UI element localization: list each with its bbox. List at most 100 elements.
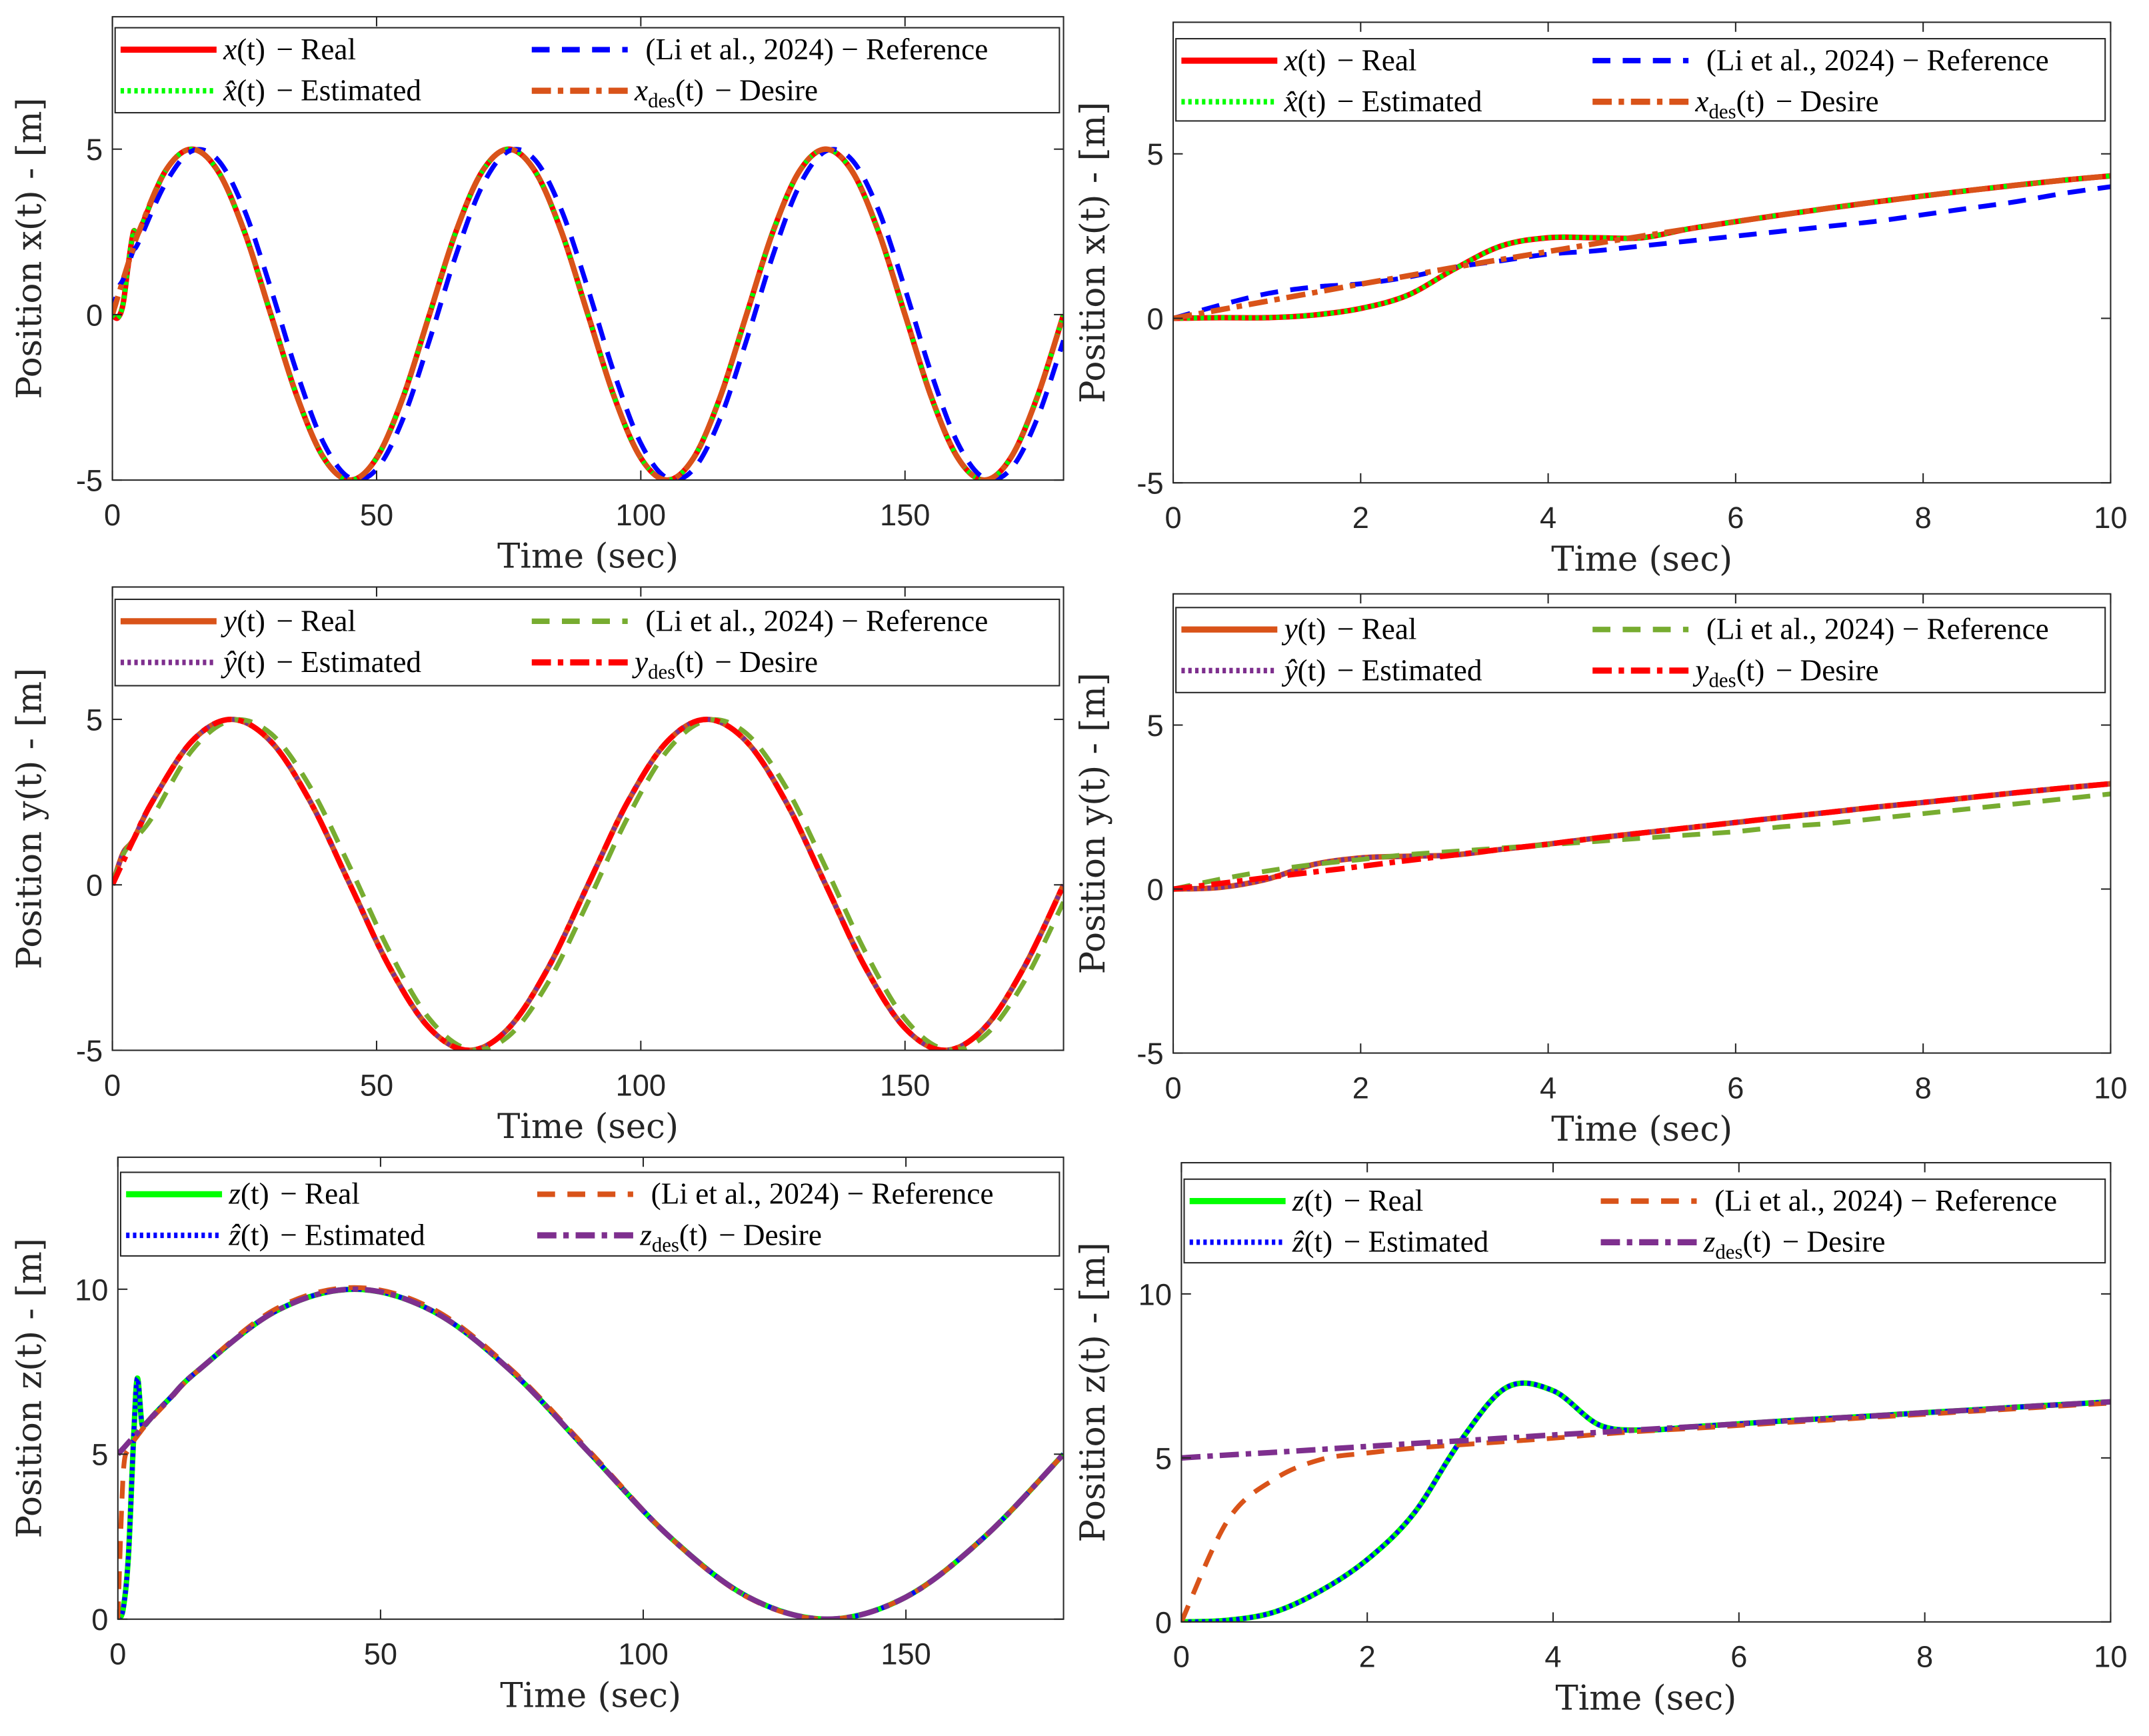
x-tick-label: 2 [1359,1640,1376,1674]
legend-label: (Li et al., 2024) − Reference [645,33,988,66]
x-tick-label: 0 [1173,1640,1190,1674]
axes-box [117,1156,1065,1620]
legend-argument: (t) [1298,613,1326,646]
legend-subscript: des [648,661,675,683]
legend-item: (Li et al., 2024) − Reference [1600,1184,2057,1217]
legend-argument: (t) [1298,85,1326,118]
legend-symbol: ẑ [1292,1225,1304,1259]
x-tick-label: 6 [1727,1071,1744,1105]
y-axis-label: Position z(t) - [m] [1073,1242,1113,1542]
legend-label: z(t) − Real [228,1177,359,1211]
legend-description: − Real [1337,43,1417,77]
legend-box [1175,38,2106,122]
legend-subscript: des [1709,669,1736,692]
legend-item: (Li et al., 2024) − Reference [531,604,988,637]
y-tick-label: 0 [1146,873,1163,907]
legend-symbol: z [228,1177,241,1211]
y-axis-label: Position x(t) - [m] [1073,102,1113,403]
axes-box [1172,593,2112,1054]
legend-description: (Li et al., 2024) − Reference [651,1177,994,1211]
series-line-reference [1173,184,2111,321]
legend: x(t) − Real (Li et al., 2024) − Referencex… [1175,38,2106,123]
legend-description: (Li et al., 2024) − Reference [1714,1184,2057,1217]
legend-argument: (t) [237,604,265,637]
legend-description: − Desire [715,645,818,679]
series-group [112,716,1064,1051]
legend-argument: (t) [1742,1225,1771,1259]
legend-item: x̂(t) − Estimated [120,74,421,107]
axes-box [1172,21,2112,484]
legend-symbol: x [1694,85,1708,118]
x-axis-label: Time (sec) [500,1675,681,1715]
x-tick-label: 8 [1916,1640,1933,1674]
x-tick-label: 150 [880,498,930,532]
legend-symbol: y [1692,653,1709,687]
series-line-reference [112,147,1064,481]
legend-description: − Estimated [276,74,421,107]
legend-description: (Li et al., 2024) − Reference [1706,43,2049,77]
legend-label: (Li et al., 2024) − Reference [651,1177,994,1211]
legend-label: z(t) − Real [1292,1184,1423,1217]
legend-label: (Li et al., 2024) − Reference [1706,613,2049,646]
legend-item: (Li et al., 2024) − Reference [1592,43,2049,77]
y-tick-label: 5 [1146,709,1163,743]
legend-description: − Estimated [1337,653,1482,687]
legend-label: ydes(t) − Desire [632,645,818,683]
y-axis-label: Position x(t) - [m] [10,97,50,399]
series-line-desire [112,146,1064,481]
series-group [1173,173,2111,321]
legend-box [114,598,1061,687]
legend-symbol: ẑ [228,1218,241,1251]
legend-label: x̂(t) − Estimated [223,74,421,107]
legend-symbol: ŷ [221,645,237,679]
legend-label: ŷ(t) − Estimated [221,645,421,679]
legend-argument: (t) [675,74,704,107]
legend-description: − Desire [1782,1225,1886,1259]
legend-argument: (t) [237,33,265,66]
y-tick-label: 0 [1155,1605,1172,1639]
series-group [112,146,1064,481]
legend-argument: (t) [237,645,265,679]
legend-description: − Real [280,1177,360,1211]
legend-symbol: x̂ [1284,85,1298,118]
legend-label: xdes(t) − Desire [1694,85,1878,123]
legend-item: x̂(t) − Estimated [1181,85,1482,118]
legend-symbol: y [221,604,237,637]
legend-argument: (t) [241,1218,269,1251]
legend-description: (Li et al., 2024) − Reference [1706,613,2049,646]
legend-description: (Li et al., 2024) − Reference [645,604,988,637]
legend-subscript: des [1709,100,1736,123]
x-axis-label: Time (sec) [497,537,679,577]
legend-item: (Li et al., 2024) − Reference [537,1177,994,1211]
legend-description: − Estimated [276,645,421,679]
y-tick-label: 0 [86,298,103,332]
series-line-desire [1181,1399,2111,1461]
legend-label: zdes(t) − Desire [1703,1225,1886,1263]
y-tick-label: 0 [91,1603,108,1637]
legend-argument: (t) [1736,653,1765,687]
legend-item: xdes(t) − Desire [531,74,818,112]
legend: z(t) − Real (Li et al., 2024) − Reference ẑ… [119,1171,1061,1257]
legend-argument: (t) [1736,85,1765,118]
legend-description: − Real [276,33,356,66]
x-tick-label: 50 [360,498,393,532]
x-tick-label: 8 [1915,1071,1932,1105]
legend: z(t) − Real (Li et al., 2024) − Reference ẑ… [1183,1178,2106,1264]
x-axis-label: Time (sec) [1555,1678,1736,1718]
legend-label: x(t) − Real [1284,43,1417,77]
legend-description: − Real [1337,613,1417,646]
legend-description: − Desire [715,74,818,107]
legend-label: (Li et al., 2024) − Reference [645,604,988,637]
x-tick-label: 100 [616,498,666,532]
legend-box [114,27,1061,114]
y-tick-label: -5 [76,464,103,498]
legend-label: ẑ(t) − Estimated [1292,1225,1489,1259]
legend-description: − Estimated [1337,85,1482,118]
subplot-5: 0 50 100 150 0 5 10 Time (sec) Position z(t) - [… [10,1156,1065,1715]
legend-item: ŷ(t) − Estimated [120,645,421,679]
legend-symbol: z [1703,1225,1716,1259]
legend-argument: (t) [241,1177,269,1211]
